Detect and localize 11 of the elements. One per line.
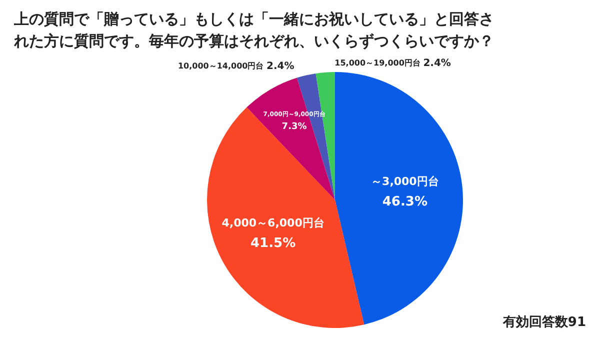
slice-label: ～3,000円台 bbox=[371, 174, 439, 188]
data-label: 2.4% bbox=[423, 58, 451, 70]
data-label: 41.5% bbox=[250, 236, 296, 251]
slice-label: 10,000～14,000円台 bbox=[178, 62, 264, 71]
data-label: 46.3% bbox=[382, 194, 428, 210]
data-label: 2.4% bbox=[266, 61, 294, 72]
data-label: 7.3% bbox=[282, 122, 307, 132]
chart-title: 上の質問で「贈っている」もしくは「一緒にお祝いしている」と回答された方に質問です。毎年の予算はそれぞれ、いくらずつくらいですか？ bbox=[14, 9, 495, 52]
slice-label: 15,000～19,000円台 bbox=[334, 58, 420, 68]
text: 有効回答数91 bbox=[502, 314, 586, 331]
slice-label: 4,000～6,000円台 bbox=[222, 216, 324, 230]
